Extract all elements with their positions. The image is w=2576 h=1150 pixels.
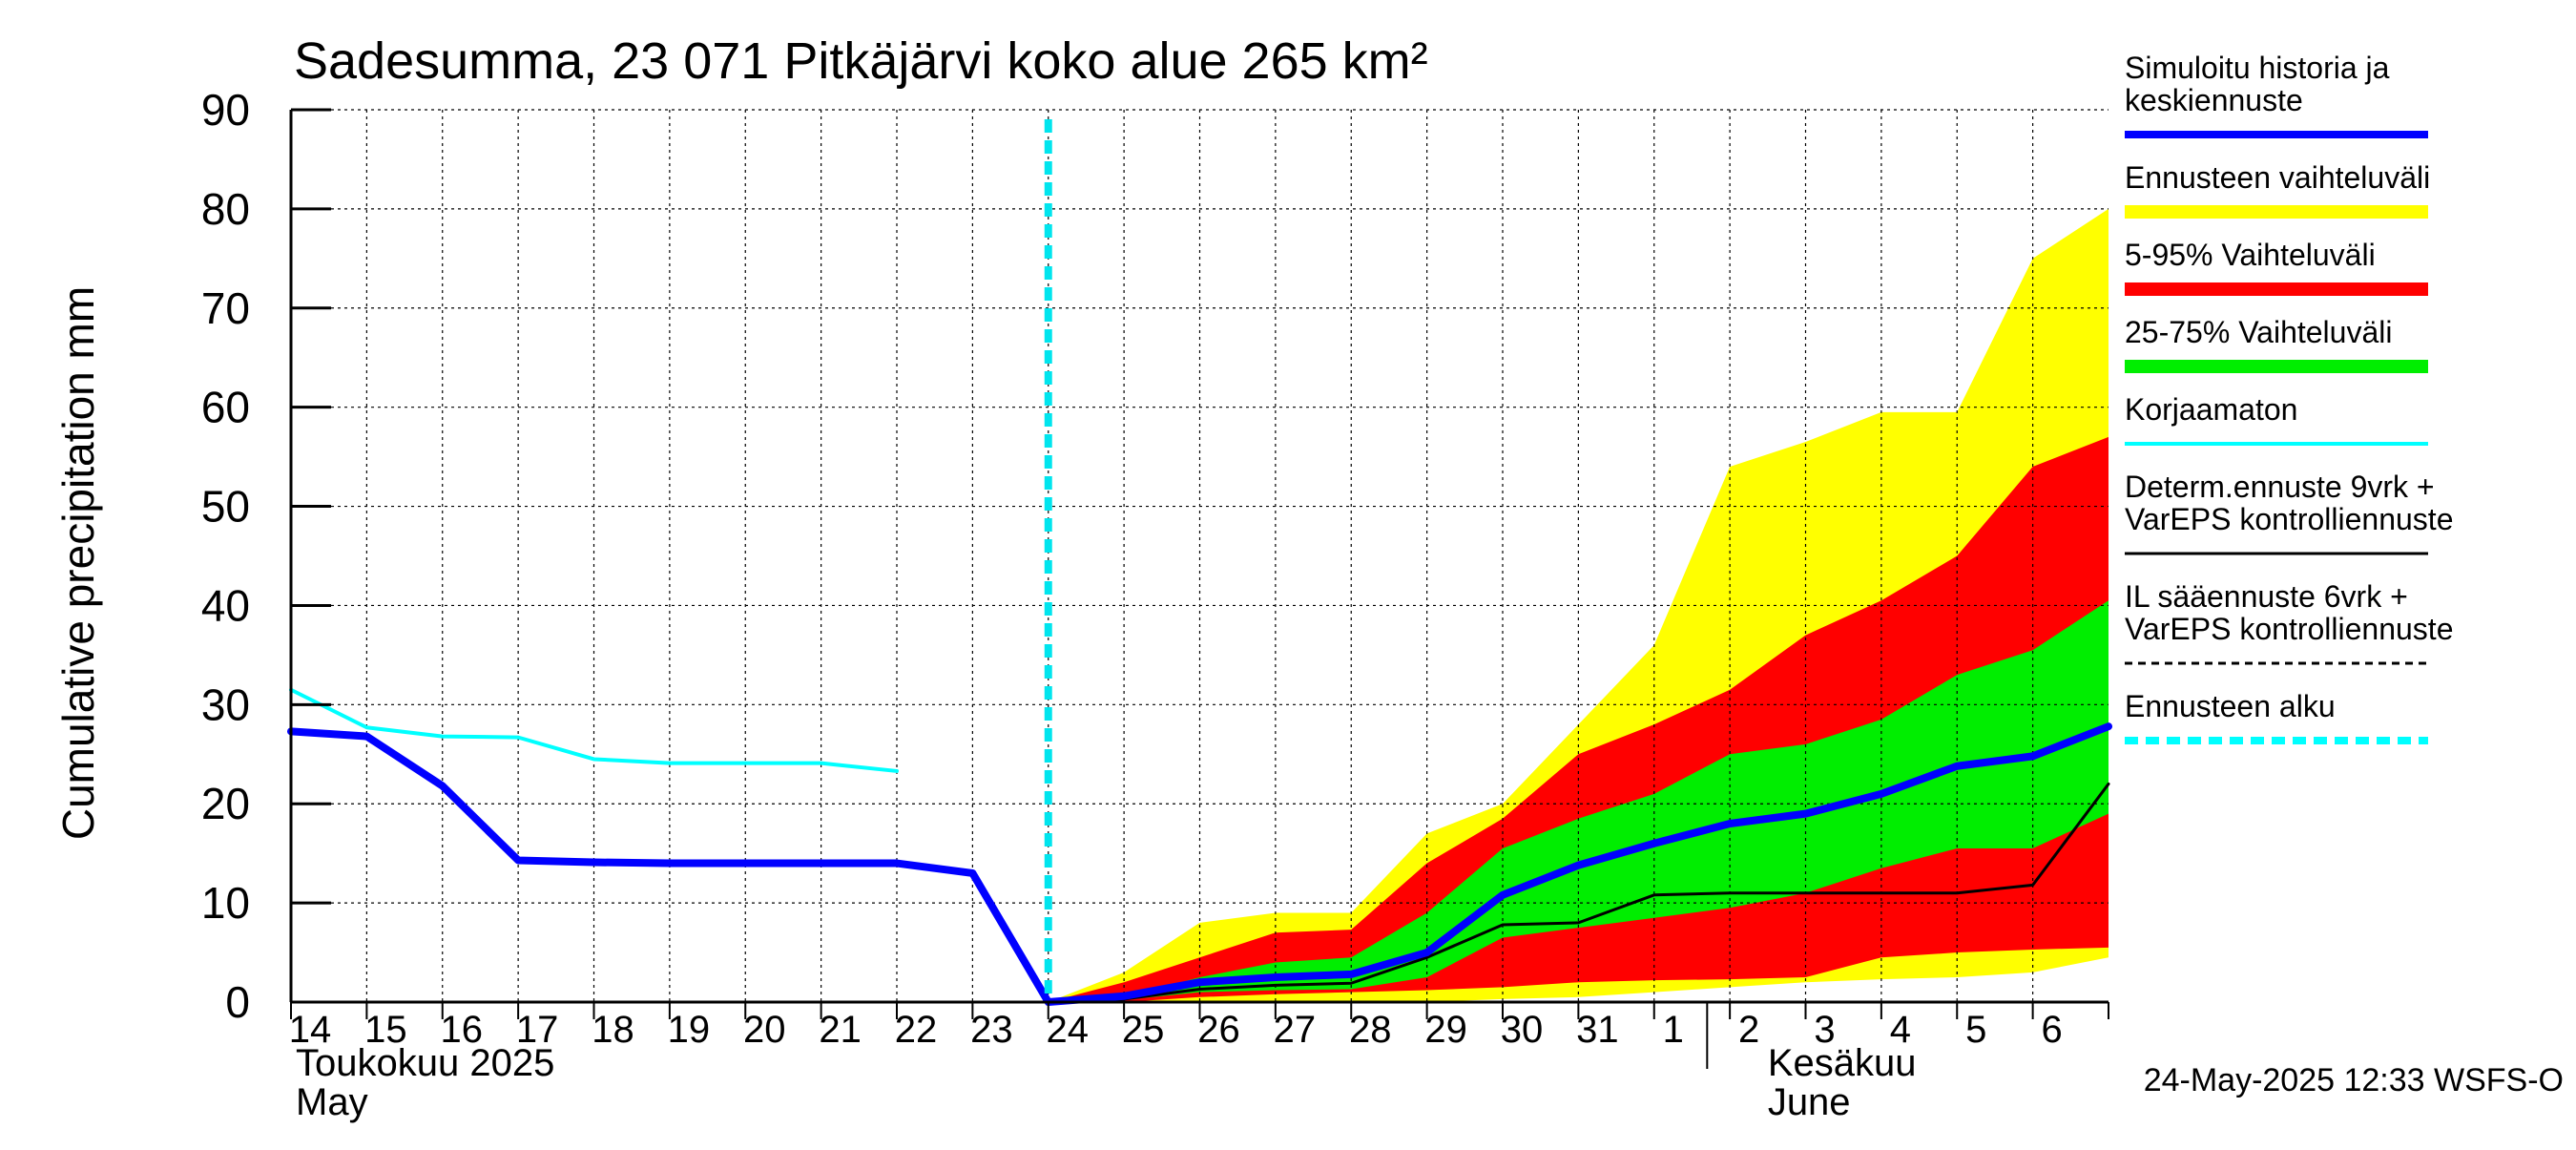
legend-label: IL sääennuste 6vrk + [2125,579,2408,614]
x-tick-label: 27 [1274,1009,1317,1051]
y-axis-title: Cumulative precipitation mm [53,286,103,840]
x-tick-label: 21 [819,1009,862,1051]
x-tick-label: 17 [516,1009,559,1051]
x-tick-label: 3 [1814,1009,1835,1051]
x-tick-label: 4 [1890,1009,1911,1051]
x-tick-label: 2 [1738,1009,1759,1051]
y-tick-label: 0 [225,977,250,1027]
legend-label: Simuloitu historia ja [2125,51,2390,85]
x-tick-label: 16 [441,1009,484,1051]
x-tick-label: 26 [1197,1009,1240,1051]
y-tick-label: 20 [201,779,250,828]
x-tick-label: 18 [592,1009,634,1051]
y-tick-label: 80 [201,184,250,234]
month-label-line2: June [1768,1081,1851,1123]
y-tick-label: 50 [201,482,250,532]
x-tick-label: 23 [970,1009,1013,1051]
x-tick-label: 22 [895,1009,938,1051]
chart-title: Sadesumma, 23 071 Pitkäjärvi koko alue 2… [294,32,1428,90]
timestamp-footer: 24-May-2025 12:33 WSFS-O [2144,1062,2564,1098]
x-tick-label: 5 [1965,1009,1986,1051]
month-label-line1: Kesäkuu [1768,1042,1917,1084]
x-tick-label: 14 [289,1009,332,1051]
x-tick-label: 20 [743,1009,786,1051]
legend-label: VarEPS kontrolliennuste [2125,612,2453,646]
x-tick-label: 30 [1501,1009,1544,1051]
y-tick-label: 40 [201,580,250,630]
x-tick-label: 28 [1349,1009,1392,1051]
x-tick-label: 29 [1424,1009,1467,1051]
y-tick-label: 60 [201,383,250,432]
legend-label: 5-95% Vaihteluväli [2125,238,2376,272]
y-tick-label: 10 [201,878,250,928]
legend-label: keskiennuste [2125,83,2303,117]
series-1-line [289,687,899,773]
x-tick-label: 31 [1576,1009,1619,1051]
y-tick-label: 30 [201,680,250,729]
legend-label: VarEPS kontrolliennuste [2125,502,2453,536]
grid-lines [291,109,2109,1002]
month-label-line1: Toukokuu 2025 [296,1042,554,1084]
x-tick-label: 25 [1122,1009,1165,1051]
month-label-line2: May [296,1081,368,1123]
x-tick-label: 24 [1047,1009,1090,1051]
series-0-line [287,722,2112,1006]
x-tick-label: 19 [668,1009,711,1051]
legend-label: Korjaamaton [2125,392,2297,427]
x-tick-label: 15 [364,1009,407,1051]
y-tick-label: 70 [201,283,250,333]
legend-label: 25-75% Vaihteluväli [2125,315,2392,349]
series-2-line [1047,782,2110,1004]
x-tick-label: 6 [2042,1009,2063,1051]
legend-label: Determ.ennuste 9vrk + [2125,470,2435,504]
x-tick-label: 1 [1663,1009,1684,1051]
legend-label: Ennusteen vaihteluväli [2125,160,2430,195]
y-tick-label: 90 [201,85,250,135]
legend-label: Ennusteen alku [2125,689,2336,723]
